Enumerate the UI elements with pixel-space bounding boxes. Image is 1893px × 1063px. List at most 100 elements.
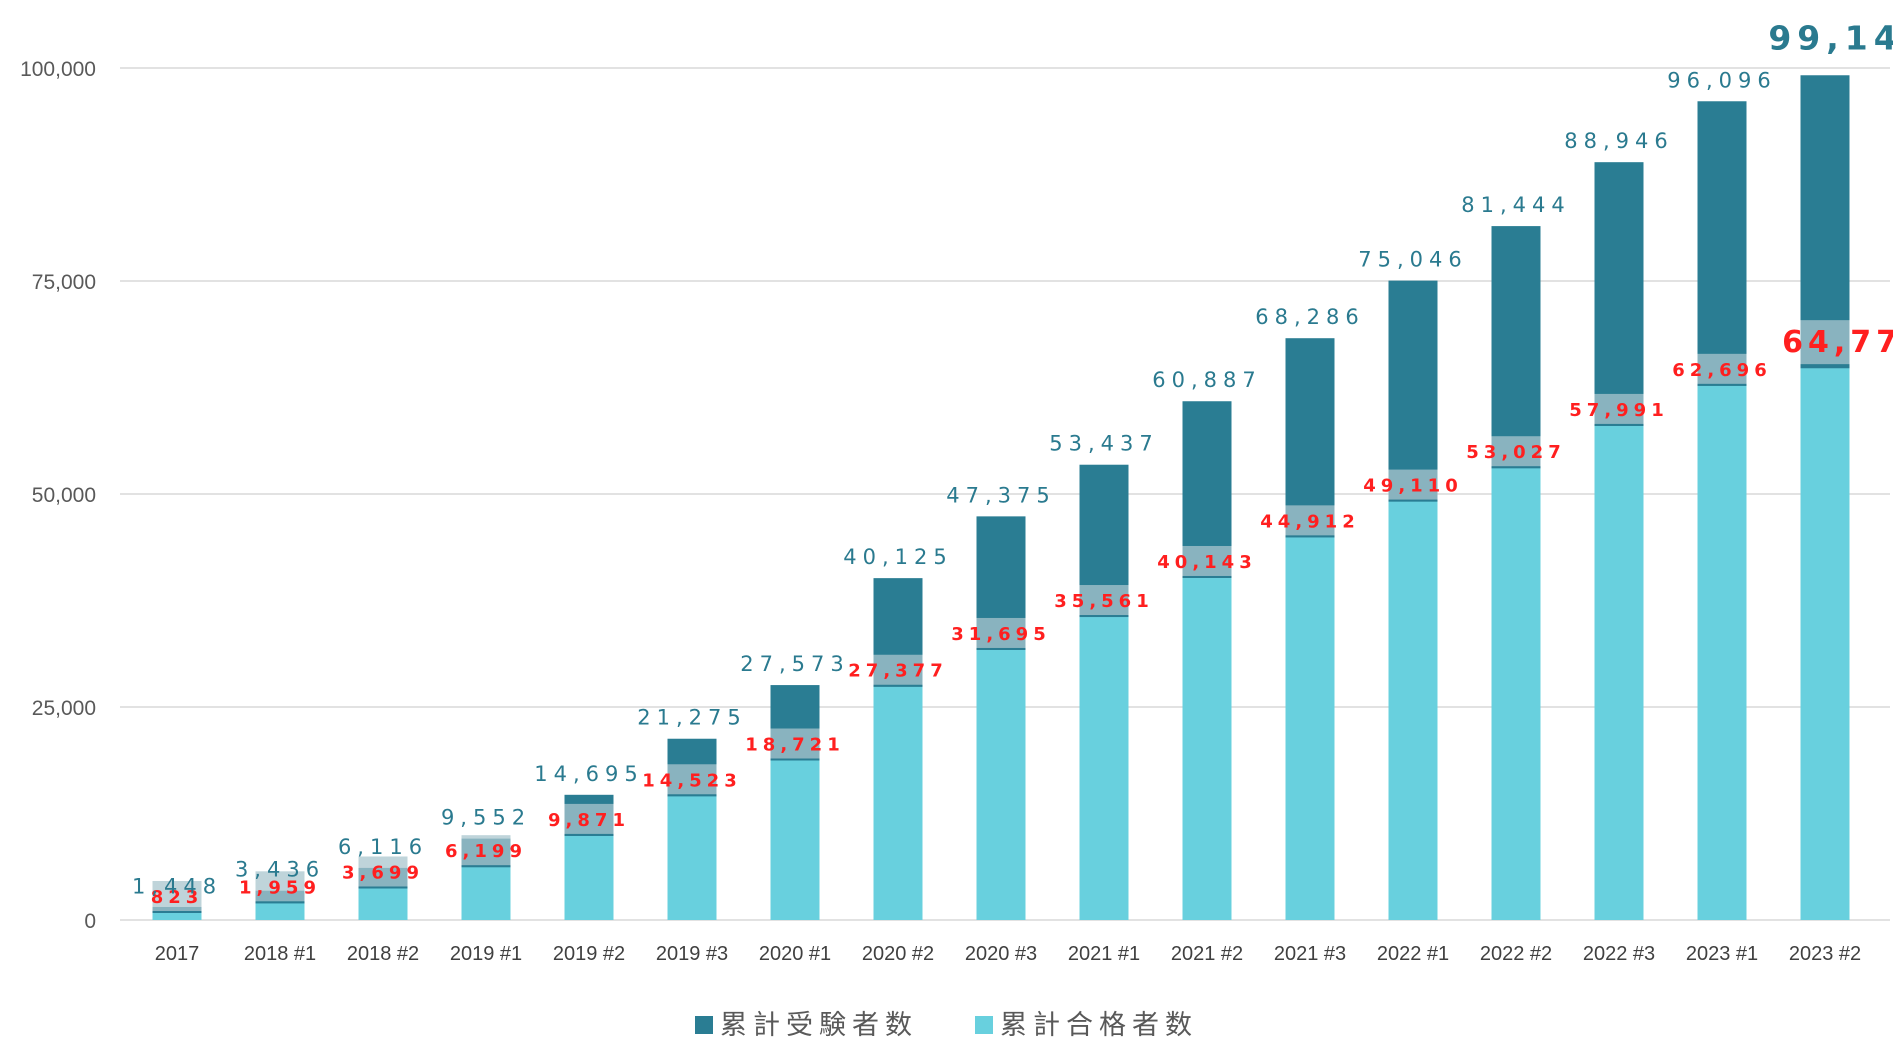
x-tick-label: 2021 #3 [1274, 943, 1346, 965]
pass-label-box [1697, 353, 1747, 384]
bar-pass [152, 912, 202, 920]
pass-label-box [1285, 505, 1335, 536]
x-tick-label: 2023 #1 [1686, 943, 1758, 965]
x-tick-label: 2020 #3 [965, 943, 1037, 965]
pass-value-label: 62,696 [1672, 360, 1771, 381]
total-value-label: 75,046 [1358, 248, 1467, 272]
total-value-label: 6,116 [338, 835, 428, 859]
bar-pass [1800, 368, 1850, 920]
bar-pass [255, 903, 305, 920]
pass-value-label: 14,523 [642, 770, 741, 791]
total-value-label: 96,096 [1667, 68, 1776, 92]
bar-pass [564, 835, 614, 920]
pass-value-label: 9,871 [548, 810, 630, 831]
total-value-label: 60,887 [1152, 368, 1261, 392]
pass-label-box [358, 856, 408, 887]
pass-value-label: 3,699 [342, 862, 424, 883]
pass-label-box [1388, 469, 1438, 500]
pass-label-box [1079, 585, 1129, 616]
x-tick-label: 2021 #1 [1068, 943, 1140, 965]
bar-pass [1594, 425, 1644, 920]
bar-pass [1388, 501, 1438, 920]
bar-pass [1697, 385, 1747, 920]
total-value-label: 1,448 [132, 875, 222, 899]
total-value-label: 3,436 [235, 858, 325, 882]
pass-label-box [1491, 436, 1541, 467]
pass-label-box [152, 880, 202, 911]
total-value-label: 81,444 [1461, 193, 1570, 217]
legend: 累計受験者数 累計合格者数 [695, 1010, 1198, 1041]
legend-label-passers: 累計合格者数 [1000, 1010, 1198, 1041]
y-tick-label: 75,000 [32, 271, 96, 294]
pass-label-box [1800, 320, 1850, 365]
bar-pass [976, 649, 1026, 920]
pass-value-label: 49,110 [1363, 476, 1462, 497]
pass-value-label: 18,721 [745, 734, 844, 755]
bar-pass [667, 796, 717, 920]
bar-pass [1182, 577, 1232, 920]
y-tick-label: 0 [84, 910, 96, 933]
pass-value-label: 35,561 [1054, 591, 1153, 612]
bar-pass [770, 760, 820, 920]
x-tick-label: 2021 #2 [1171, 943, 1243, 965]
pass-label-box [564, 803, 614, 834]
pass-value-label: 823 [151, 887, 204, 908]
x-tick-label: 2017 [155, 943, 200, 965]
bar-pass [1491, 468, 1541, 920]
pass-label-box [873, 654, 923, 685]
pass-label-box [667, 764, 717, 795]
total-value-label: 14,695 [534, 762, 643, 786]
pass-value-label: 44,912 [1260, 511, 1359, 532]
bar-pass [461, 867, 511, 920]
y-tick-label: 25,000 [32, 697, 96, 720]
x-tick-label: 2019 #3 [656, 943, 728, 965]
y-tick-label: 50,000 [32, 484, 96, 507]
pass-label-box [770, 728, 820, 759]
pass-value-label: 57,991 [1569, 400, 1668, 421]
total-value-label: 53,437 [1049, 432, 1158, 456]
total-value-label: 40,125 [843, 545, 952, 569]
x-tick-label: 2022 #1 [1377, 943, 1449, 965]
total-value-label: 27,573 [740, 652, 849, 676]
x-tick-label: 2019 #1 [450, 943, 522, 965]
total-value-label: 9,552 [441, 806, 531, 830]
pass-value-label: 64,771 [1782, 325, 1893, 360]
pass-value-label: 31,695 [951, 624, 1050, 645]
total-value-label: 68,286 [1255, 305, 1364, 329]
legend-swatch-examinees [695, 1016, 713, 1034]
pass-label-box [461, 835, 511, 866]
total-value-label: 47,375 [946, 483, 1055, 507]
y-axis: 0 25,000 50,000 75,000 100,000 [20, 58, 96, 933]
total-value-label: 88,946 [1564, 129, 1673, 153]
bars [152, 75, 1850, 921]
total-value-label: 99,148 [1768, 18, 1893, 57]
bar-pass [873, 686, 923, 920]
pass-label-box [255, 871, 305, 902]
pass-value-label: 27,377 [848, 661, 947, 682]
pass-value-label: 40,143 [1157, 552, 1256, 573]
bar-pass [358, 888, 408, 920]
x-tick-label: 2022 #2 [1480, 943, 1552, 965]
x-axis: 2017 2018 #1 2018 #2 2019 #1 2019 #2 2019 #3 2… [155, 943, 1861, 965]
pass-label-box [976, 617, 1026, 648]
bar-pass [1079, 617, 1129, 920]
x-tick-label: 2018 #2 [347, 943, 419, 965]
pass-value-label: 6,199 [445, 841, 527, 862]
x-tick-label: 2020 #2 [862, 943, 934, 965]
legend-swatch-passers [975, 1016, 993, 1034]
y-tick-label: 100,000 [20, 58, 96, 81]
x-tick-label: 2023 #2 [1789, 943, 1861, 965]
legend-label-examinees: 累計受験者数 [720, 1010, 918, 1041]
pass-value-label: 53,027 [1466, 442, 1565, 463]
pass-label-box [1594, 393, 1644, 424]
x-tick-label: 2020 #1 [759, 943, 831, 965]
x-tick-label: 2018 #1 [244, 943, 316, 965]
x-tick-label: 2019 #2 [553, 943, 625, 965]
bar-pass [1285, 537, 1335, 920]
bar-pass-cap [1800, 362, 1850, 369]
total-value-label: 21,275 [637, 706, 746, 730]
pass-label-box [1182, 545, 1232, 576]
